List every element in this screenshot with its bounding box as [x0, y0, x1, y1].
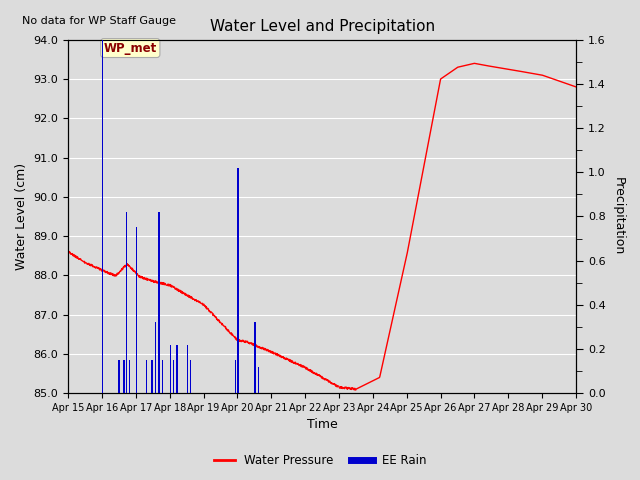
Bar: [173, 360, 175, 393]
X-axis label: Time: Time: [307, 419, 337, 432]
Title: Water Level and Precipitation: Water Level and Precipitation: [209, 20, 435, 35]
Bar: [124, 360, 125, 393]
Bar: [161, 360, 163, 393]
Bar: [254, 323, 256, 393]
Bar: [102, 40, 104, 393]
Bar: [190, 360, 191, 393]
Bar: [152, 360, 153, 393]
Text: WP_met: WP_met: [104, 42, 157, 55]
Legend: Water Pressure, EE Rain: Water Pressure, EE Rain: [209, 449, 431, 472]
Bar: [237, 168, 239, 393]
Text: No data for WP Staff Gauge: No data for WP Staff Gauge: [22, 16, 177, 25]
Bar: [158, 212, 159, 393]
Y-axis label: Water Level (cm): Water Level (cm): [15, 163, 28, 270]
Bar: [155, 323, 156, 393]
Bar: [146, 360, 147, 393]
Bar: [177, 345, 178, 393]
Bar: [170, 345, 171, 393]
Bar: [258, 367, 259, 393]
Bar: [129, 360, 131, 393]
Bar: [235, 360, 236, 393]
Bar: [136, 228, 137, 393]
Bar: [187, 345, 188, 393]
Bar: [125, 212, 127, 393]
Bar: [118, 360, 120, 393]
Y-axis label: Precipitation: Precipitation: [612, 177, 625, 255]
